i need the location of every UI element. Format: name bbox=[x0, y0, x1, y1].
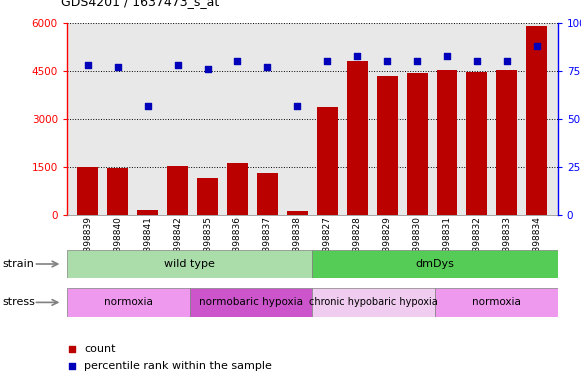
Bar bbox=[467, 72, 487, 215]
Point bbox=[67, 362, 76, 369]
Point bbox=[173, 62, 182, 68]
Text: normoxia: normoxia bbox=[104, 297, 153, 308]
Point bbox=[67, 346, 76, 352]
Bar bbox=[189, 288, 313, 317]
Bar bbox=[436, 70, 457, 215]
Text: stress: stress bbox=[3, 297, 36, 308]
Text: wild type: wild type bbox=[164, 259, 215, 269]
Point bbox=[382, 58, 392, 65]
Point bbox=[83, 62, 92, 68]
Text: dmDys: dmDys bbox=[415, 259, 454, 269]
Point bbox=[263, 64, 272, 70]
Bar bbox=[287, 211, 308, 215]
Point bbox=[322, 58, 332, 65]
Bar bbox=[347, 61, 368, 215]
Point bbox=[293, 103, 302, 109]
Bar bbox=[137, 210, 158, 215]
Bar bbox=[227, 163, 248, 215]
Point bbox=[233, 58, 242, 65]
Point bbox=[532, 43, 541, 49]
Point bbox=[472, 58, 482, 65]
Point bbox=[502, 58, 511, 65]
Bar bbox=[407, 73, 428, 215]
Text: strain: strain bbox=[3, 259, 35, 269]
Point bbox=[413, 58, 422, 65]
Bar bbox=[167, 166, 188, 215]
Text: normoxia: normoxia bbox=[472, 297, 521, 308]
Bar bbox=[67, 288, 189, 317]
Bar bbox=[313, 250, 558, 278]
Text: normobaric hypoxia: normobaric hypoxia bbox=[199, 297, 303, 308]
Bar bbox=[496, 70, 517, 215]
Bar bbox=[526, 26, 547, 215]
Bar bbox=[435, 288, 558, 317]
Text: GDS4201 / 1637473_s_at: GDS4201 / 1637473_s_at bbox=[61, 0, 219, 8]
Text: percentile rank within the sample: percentile rank within the sample bbox=[84, 361, 272, 371]
Point bbox=[203, 66, 212, 72]
Bar bbox=[376, 76, 397, 215]
Bar bbox=[77, 167, 98, 215]
Bar bbox=[313, 288, 435, 317]
Point bbox=[442, 53, 451, 59]
Bar bbox=[317, 107, 338, 215]
Point bbox=[353, 53, 362, 59]
Bar bbox=[107, 168, 128, 215]
Bar bbox=[67, 250, 313, 278]
Text: count: count bbox=[84, 344, 116, 354]
Bar bbox=[257, 173, 278, 215]
Text: chronic hypobaric hypoxia: chronic hypobaric hypoxia bbox=[309, 297, 438, 308]
Bar bbox=[197, 178, 218, 215]
Point bbox=[143, 103, 152, 109]
Point bbox=[113, 64, 123, 70]
